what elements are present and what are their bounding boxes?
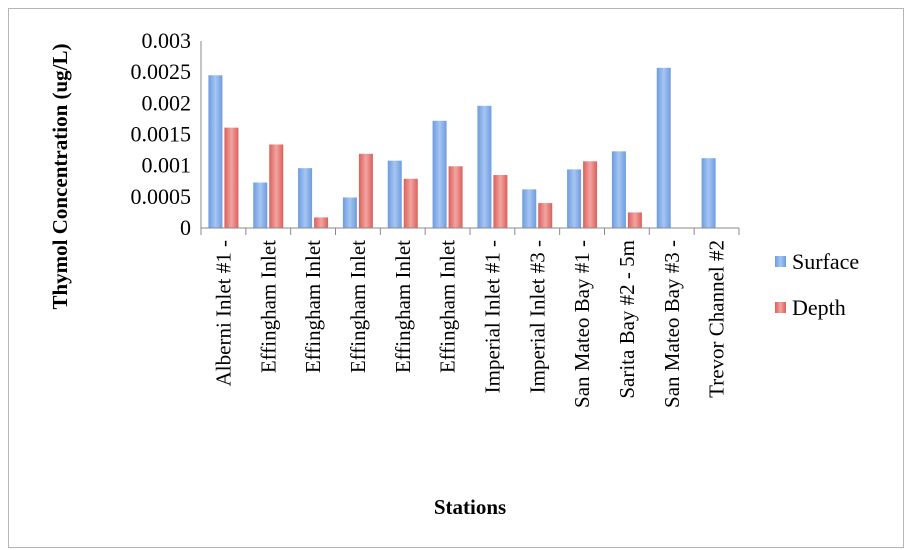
bar-surface-5 bbox=[432, 120, 447, 228]
y-tick-label: 0.0015 bbox=[131, 122, 192, 147]
legend-swatch-depth bbox=[775, 302, 786, 313]
bar-series-group bbox=[208, 67, 716, 229]
x-category-label: Imperial Inlet #1 - bbox=[480, 240, 504, 393]
legend-label-surface: Surface bbox=[792, 249, 859, 274]
x-category-label: Effingham Inlet bbox=[436, 240, 460, 373]
x-category-label: Alberni Inlet #1 - bbox=[211, 240, 235, 386]
y-tick-label: 0.0025 bbox=[131, 59, 192, 84]
x-category-label: San Mateo Bay #3 - bbox=[660, 240, 684, 408]
bar-depth-1 bbox=[269, 144, 284, 228]
bar-chart: 0 0.0005 0.001 0.0015 0.002 0.0025 0.003 Alber… bbox=[48, 28, 859, 519]
bar-depth-8 bbox=[583, 161, 598, 228]
bar-surface-11 bbox=[701, 158, 716, 228]
x-axis-tick-marks bbox=[200, 228, 740, 235]
x-axis-category-labels: Alberni Inlet #1 - Effingham Inlet Effing… bbox=[211, 240, 728, 408]
x-category-label: Trevor Channel #2 bbox=[705, 240, 729, 398]
chart-container: 0 0.0005 0.001 0.0015 0.002 0.0025 0.003 Alber… bbox=[8, 8, 904, 548]
y-tick-label: 0.0005 bbox=[131, 184, 192, 209]
bar-depth-2 bbox=[314, 217, 329, 228]
y-tick-label: 0.002 bbox=[142, 90, 192, 115]
bar-depth-7 bbox=[538, 203, 553, 228]
bar-surface-7 bbox=[522, 189, 537, 228]
bar-depth-4 bbox=[403, 178, 418, 228]
bar-surface-8 bbox=[567, 169, 582, 228]
x-category-label: Imperial Inlet #3 - bbox=[525, 240, 549, 393]
bar-depth-6 bbox=[493, 175, 508, 228]
bar-surface-1 bbox=[253, 182, 268, 228]
x-category-label: Sarita Bay #2 - 5m bbox=[615, 240, 639, 399]
legend-label-depth: Depth bbox=[792, 295, 846, 320]
x-category-label: Effingham Inlet bbox=[391, 240, 415, 373]
legend-swatch-surface bbox=[775, 256, 786, 267]
x-axis-title: Stations bbox=[434, 495, 506, 519]
y-tick-label: 0.003 bbox=[142, 28, 192, 53]
x-category-label: San Mateo Bay #1 - bbox=[570, 240, 594, 408]
x-category-label: Effingham Inlet bbox=[256, 240, 280, 373]
bar-surface-0 bbox=[208, 75, 223, 229]
legend: Surface Depth bbox=[775, 249, 859, 320]
bar-depth-5 bbox=[448, 166, 463, 228]
bar-surface-9 bbox=[611, 151, 626, 228]
bar-depth-0 bbox=[224, 127, 239, 228]
bar-depth-9 bbox=[627, 212, 642, 228]
x-category-label: Effingham Inlet bbox=[346, 240, 370, 373]
y-axis-tick-labels: 0 0.0005 0.001 0.0015 0.002 0.0025 0.003 bbox=[131, 28, 192, 240]
bar-surface-4 bbox=[387, 160, 402, 228]
x-category-label: Effingham Inlet bbox=[301, 240, 325, 373]
y-axis-title: Thymol Concentration (ug/L) bbox=[48, 43, 72, 309]
bar-surface-6 bbox=[477, 105, 492, 228]
y-tick-label: 0 bbox=[180, 215, 191, 240]
bar-surface-3 bbox=[342, 197, 357, 228]
bar-surface-2 bbox=[298, 168, 313, 228]
y-tick-label: 0.001 bbox=[142, 153, 192, 178]
bar-depth-3 bbox=[358, 153, 373, 228]
bar-surface-10 bbox=[656, 67, 671, 228]
